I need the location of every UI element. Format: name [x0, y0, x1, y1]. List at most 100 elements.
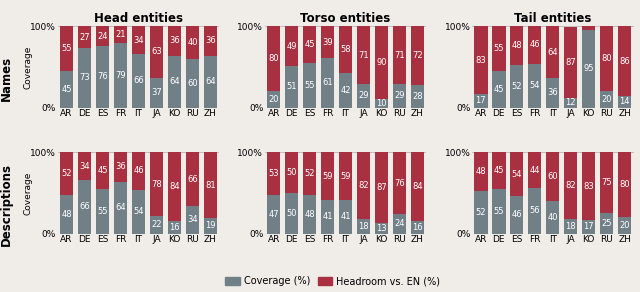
Bar [114, 26, 127, 43]
Bar [528, 152, 541, 188]
Bar [546, 201, 559, 234]
Text: 72: 72 [412, 51, 423, 60]
Bar [168, 220, 181, 234]
Text: 36: 36 [169, 36, 180, 46]
Text: 52: 52 [476, 208, 486, 217]
Text: 66: 66 [187, 175, 198, 184]
Text: 24: 24 [394, 219, 404, 228]
Text: 86: 86 [620, 57, 630, 66]
Bar [339, 152, 353, 200]
Text: 48: 48 [61, 210, 72, 219]
Bar [411, 26, 424, 85]
Text: 48: 48 [305, 210, 315, 219]
Bar [546, 26, 559, 78]
Bar [510, 152, 524, 196]
Bar [375, 100, 388, 107]
Text: 58: 58 [340, 45, 351, 54]
Text: 64: 64 [547, 48, 558, 57]
Text: 18: 18 [358, 222, 369, 231]
Bar [582, 220, 595, 234]
Bar [303, 152, 316, 194]
Text: 36: 36 [115, 162, 126, 171]
Bar [357, 152, 371, 219]
Bar [474, 152, 488, 191]
Text: 60: 60 [187, 79, 198, 88]
Legend: Coverage (%), Headroom vs. EN (%): Coverage (%), Headroom vs. EN (%) [221, 272, 444, 290]
Text: 55: 55 [493, 207, 504, 216]
Text: 78: 78 [151, 180, 162, 189]
Bar [96, 46, 109, 107]
Bar [357, 26, 371, 84]
Bar [582, 30, 595, 107]
Text: 34: 34 [187, 215, 198, 224]
Bar [339, 200, 353, 234]
Text: 80: 80 [268, 54, 279, 63]
Bar [132, 190, 145, 234]
Text: 59: 59 [323, 172, 333, 181]
Bar [510, 65, 524, 107]
Text: 17: 17 [583, 222, 594, 231]
Y-axis label: Coverage: Coverage [23, 171, 32, 215]
Bar [150, 152, 163, 216]
Bar [96, 152, 109, 189]
Text: 71: 71 [358, 51, 369, 60]
Bar [96, 189, 109, 234]
Text: 66: 66 [79, 202, 90, 211]
Bar [474, 26, 488, 94]
Text: 16: 16 [169, 223, 180, 232]
Bar [267, 195, 280, 234]
Bar [618, 217, 631, 234]
Text: 83: 83 [583, 182, 594, 191]
Bar [528, 188, 541, 234]
Text: 64: 64 [115, 203, 126, 212]
Text: 20: 20 [268, 95, 279, 104]
Bar [267, 91, 280, 107]
Bar [411, 220, 424, 234]
Bar [303, 26, 316, 63]
Text: 90: 90 [376, 58, 387, 67]
Text: 61: 61 [323, 78, 333, 87]
Bar [582, 26, 595, 30]
Bar [528, 26, 541, 64]
Bar [321, 152, 334, 200]
Text: 95: 95 [584, 65, 594, 74]
Bar [168, 26, 181, 55]
Text: 45: 45 [61, 85, 72, 94]
Text: 24: 24 [97, 32, 108, 41]
Text: 76: 76 [394, 179, 405, 188]
Text: 52: 52 [305, 169, 315, 178]
Text: 71: 71 [394, 51, 405, 60]
Text: 55: 55 [305, 81, 315, 90]
Bar [114, 182, 127, 234]
Text: 39: 39 [323, 38, 333, 47]
Bar [510, 196, 524, 234]
Bar [60, 71, 74, 107]
Text: 12: 12 [565, 98, 576, 107]
Bar [78, 26, 92, 48]
Text: 41: 41 [340, 213, 351, 221]
Bar [150, 216, 163, 234]
Text: 46: 46 [529, 41, 540, 49]
Bar [321, 58, 334, 107]
Bar [564, 27, 577, 98]
Text: 10: 10 [376, 99, 387, 108]
Bar [186, 206, 199, 234]
Bar [375, 223, 388, 234]
Bar [285, 66, 298, 107]
Text: 55: 55 [61, 44, 72, 53]
Bar [285, 193, 298, 234]
Bar [132, 152, 145, 190]
Bar [339, 26, 353, 73]
Text: 83: 83 [476, 55, 486, 65]
Text: 20: 20 [602, 95, 612, 104]
Bar [492, 71, 506, 107]
Text: 48: 48 [511, 41, 522, 50]
Text: 20: 20 [620, 221, 630, 230]
Bar [285, 26, 298, 66]
Text: 45: 45 [97, 166, 108, 175]
Bar [492, 189, 506, 234]
Bar [546, 152, 559, 201]
Text: 54: 54 [511, 170, 522, 179]
Bar [546, 78, 559, 107]
Text: 55: 55 [493, 44, 504, 53]
